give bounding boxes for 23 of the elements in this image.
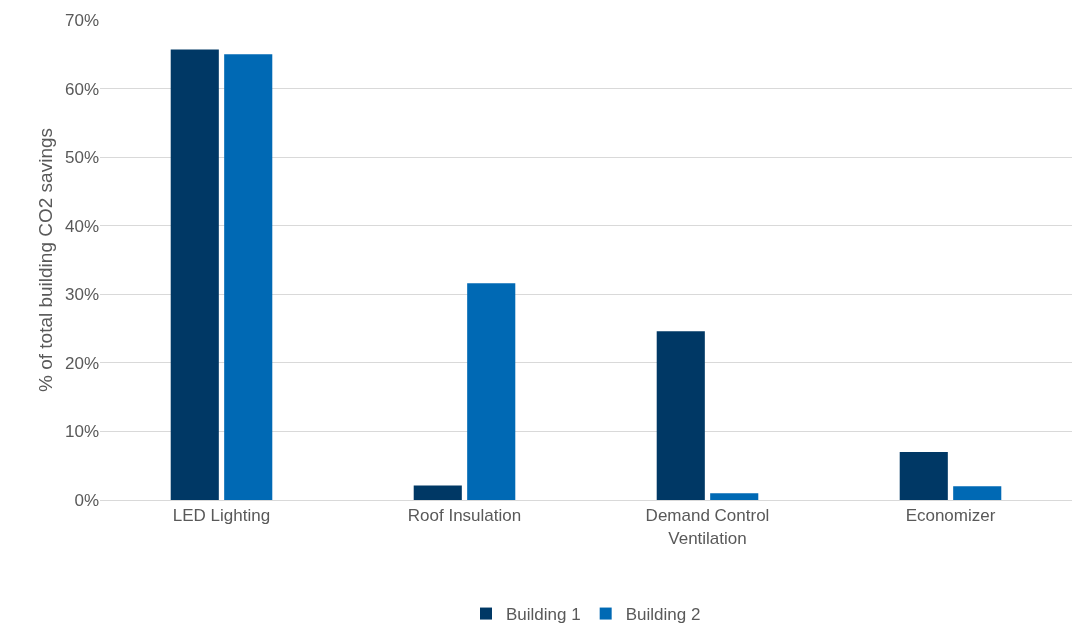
y-tick-label: 70% (64, 10, 99, 30)
y-tick-label: 0% (74, 490, 99, 510)
bar (224, 54, 273, 500)
bar (953, 486, 1002, 500)
x-tick-label: Economizer (905, 506, 996, 526)
y-tick-label: 60% (64, 79, 99, 99)
legend-label: Building 2 (625, 605, 701, 625)
bar (413, 485, 462, 500)
bar (899, 452, 948, 500)
y-tick-label: 50% (64, 148, 99, 168)
bar (170, 49, 219, 500)
x-tick-label: Roof Insulation (407, 506, 522, 526)
x-tick-label: LED Lighting (172, 506, 271, 526)
bar (710, 493, 759, 500)
y-axis-title: % of total building CO2 savings (35, 127, 56, 393)
y-tick-label: 10% (64, 422, 99, 442)
bar (656, 331, 705, 500)
bar (467, 283, 516, 500)
legend-label: Building 1 (506, 605, 581, 625)
y-tick-label: 40% (64, 216, 99, 236)
y-tick-label: 20% (64, 353, 99, 373)
y-tick-label: 30% (64, 285, 99, 305)
x-tick-label: Demand Control Ventilation (645, 506, 770, 548)
